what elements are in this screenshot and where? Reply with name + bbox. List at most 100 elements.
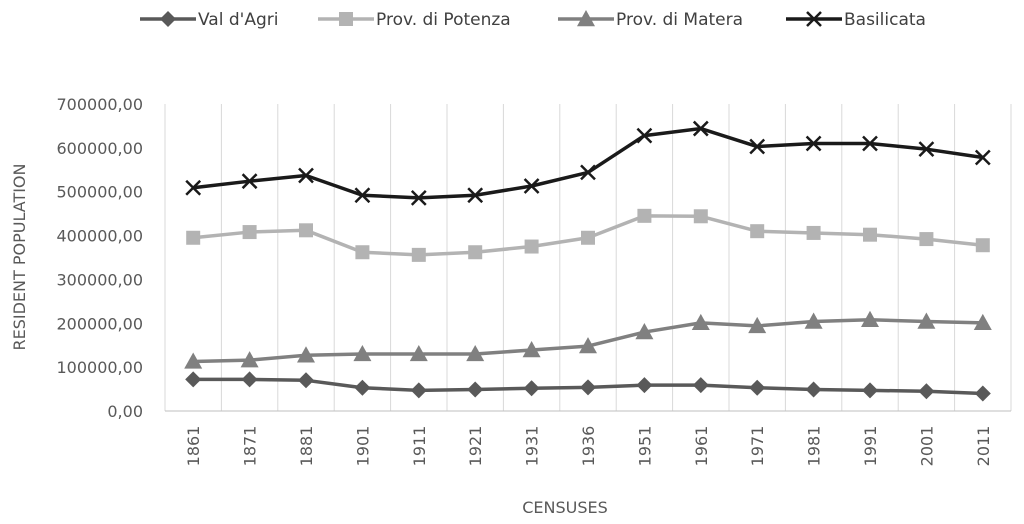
diamond-marker — [749, 379, 766, 396]
diamond-marker — [580, 379, 596, 396]
triangle-marker — [691, 313, 710, 331]
x-marker — [692, 120, 709, 137]
legend-label: Basilicata — [844, 10, 926, 30]
y-tick-label: 0,00 — [107, 402, 143, 421]
x-marker — [636, 127, 653, 144]
x-tick-label: 1901 — [353, 426, 372, 467]
series-x — [185, 120, 991, 206]
y-tick-label: 400000,00 — [56, 227, 143, 246]
gridlines — [164, 104, 1012, 412]
x-marker — [354, 187, 371, 204]
legend-item: Prov. di Potenza — [318, 10, 511, 30]
x-tick-label: 1951 — [635, 426, 654, 467]
x-marker — [185, 179, 202, 196]
triangle-marker — [917, 312, 936, 329]
x-tick-label: 1921 — [466, 426, 485, 467]
series-group — [184, 120, 992, 402]
square-marker — [750, 224, 765, 239]
square-marker — [863, 227, 877, 242]
legend: Val d'Agri Prov. di Potenza Prov. di Mater… — [140, 10, 926, 30]
triangle-marker — [748, 316, 767, 334]
series-square — [186, 208, 990, 262]
x-marker — [862, 135, 878, 152]
square-marker — [806, 225, 821, 240]
diamond-marker — [692, 377, 709, 394]
square-marker — [186, 230, 201, 245]
y-tick-label: 500000,00 — [56, 183, 143, 202]
diamond-marker — [241, 371, 258, 388]
x-tick-label: 2011 — [974, 426, 993, 467]
x-marker — [806, 11, 822, 27]
y-tick-label: 700000,00 — [56, 95, 143, 114]
legend-label: Prov. di Matera — [616, 10, 743, 30]
square-marker — [581, 230, 595, 245]
triangle-marker — [466, 344, 485, 362]
square-marker — [242, 225, 257, 240]
diamond-marker — [523, 380, 540, 397]
x-marker — [241, 173, 258, 190]
triangle-marker — [579, 337, 597, 354]
y-axis-ticks: 0,00 100000,00 200000,00 300000,00 400000,00… — [56, 95, 143, 421]
x-tick-label: 1991 — [861, 426, 880, 467]
square-marker — [975, 238, 990, 253]
x-axis-title: CENSUSES — [522, 498, 608, 517]
diamond-marker — [862, 382, 878, 399]
x-marker — [749, 138, 766, 155]
triangle-marker — [184, 352, 203, 369]
square-marker — [355, 245, 370, 260]
legend-item: Basilicata — [786, 10, 926, 30]
square-marker — [637, 208, 652, 223]
diamond-marker — [160, 11, 176, 27]
x-marker — [974, 149, 991, 166]
x-marker — [805, 135, 822, 152]
diamond-marker — [636, 377, 653, 394]
square-marker — [411, 247, 426, 262]
x-tick-label: 1981 — [805, 426, 824, 467]
diamond-marker — [467, 381, 484, 398]
x-axis-ticks: 1861 1871 1881 1901 1911 1921 1931 1936 1951 1961… — [184, 426, 993, 467]
triangle-marker — [522, 341, 541, 358]
series-diamond — [185, 371, 991, 402]
y-tick-label: 600000,00 — [56, 139, 143, 158]
square-marker — [919, 232, 934, 247]
x-tick-label: 1931 — [523, 426, 542, 467]
legend-label: Prov. di Potenza — [376, 10, 511, 30]
square-marker — [468, 245, 483, 260]
x-marker — [298, 167, 314, 184]
series-triangle — [184, 310, 992, 369]
x-tick-label: 2001 — [917, 426, 936, 467]
diamond-marker — [974, 385, 991, 402]
diamond-marker — [918, 383, 935, 400]
triangle-marker — [353, 344, 372, 362]
legend-label: Val d'Agri — [198, 10, 278, 30]
legend-item: Val d'Agri — [140, 10, 278, 30]
square-marker — [524, 239, 539, 254]
x-tick-label: 1936 — [579, 426, 598, 467]
diamond-marker — [354, 379, 371, 396]
x-marker — [410, 189, 427, 206]
triangle-marker — [973, 313, 992, 331]
diamond-marker — [805, 381, 822, 398]
square-marker — [339, 12, 353, 26]
diamond-marker — [185, 371, 202, 388]
triangle-marker — [635, 323, 654, 340]
x-tick-label: 1911 — [410, 426, 429, 467]
x-marker — [580, 164, 596, 181]
x-tick-label: 1881 — [297, 426, 316, 467]
triangle-marker — [240, 351, 259, 368]
x-marker — [918, 141, 935, 158]
triangle-marker — [804, 312, 823, 329]
triangle-marker — [409, 344, 428, 362]
legend-item: Prov. di Matera — [558, 10, 743, 30]
x-tick-label: 1871 — [241, 426, 260, 467]
x-tick-label: 1961 — [692, 426, 711, 467]
diamond-marker — [410, 382, 427, 399]
y-tick-label: 100000,00 — [56, 358, 143, 377]
x-marker — [523, 178, 540, 194]
y-tick-label: 300000,00 — [56, 270, 143, 289]
diamond-marker — [298, 372, 314, 389]
square-marker — [693, 209, 708, 224]
square-marker — [299, 223, 313, 238]
x-tick-label: 1971 — [748, 426, 767, 467]
